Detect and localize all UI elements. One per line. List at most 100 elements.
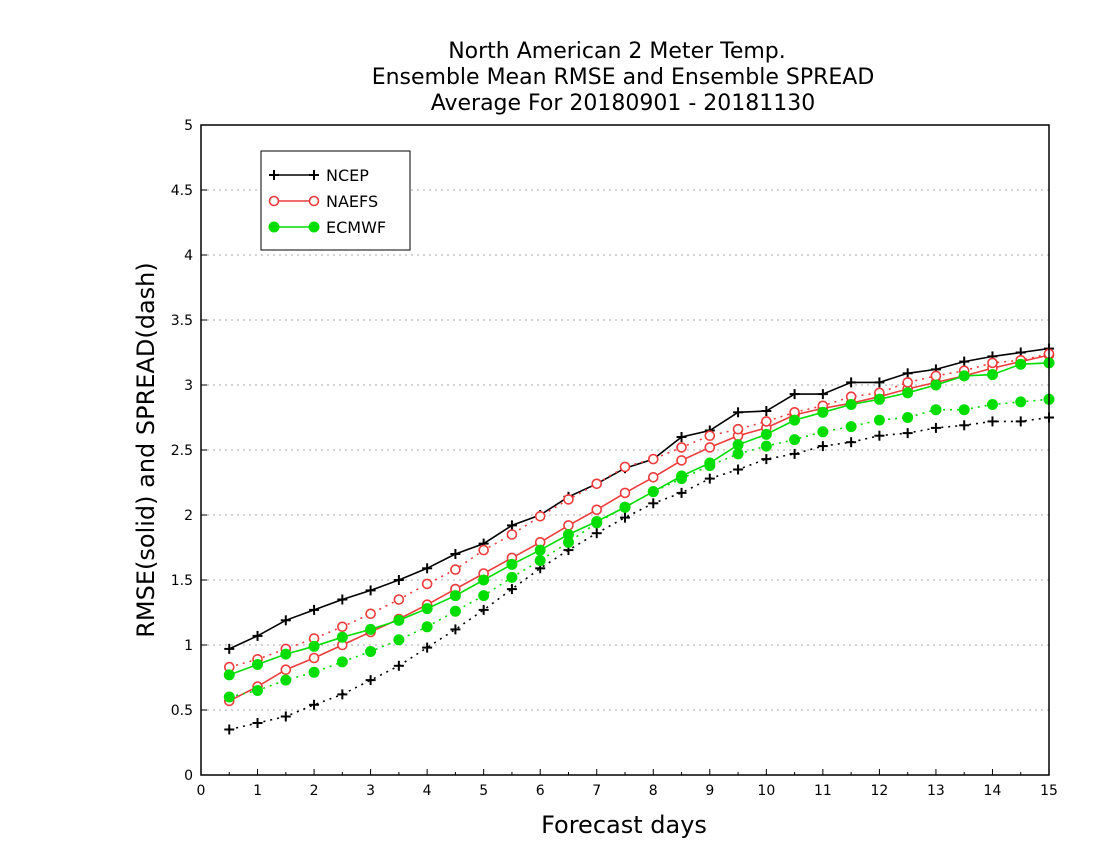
point-ecmwf-rmse-1 <box>252 659 264 670</box>
y-tick-label-1: 0.5 <box>171 703 193 719</box>
point-ecmwf-rmse-2 <box>280 648 292 660</box>
point-naefs-rmse-3 <box>308 652 320 664</box>
point-ecmwf-rmse-26 <box>958 370 970 382</box>
point-ecmwf-spread-3 <box>308 666 320 678</box>
point-naefs-rmse-13 <box>591 504 603 516</box>
point-naefs-spread-10 <box>506 529 518 540</box>
x-tick-label-9: 9 <box>705 783 714 799</box>
point-ecmwf-rmse-10 <box>506 558 518 570</box>
point-ecmwf-rmse-25 <box>930 379 942 391</box>
plot-frame <box>200 124 1050 776</box>
point-ncep-rmse-19 <box>761 406 772 416</box>
x-tick-label-0: 0 <box>197 783 206 799</box>
point-ncep-rmse-6 <box>393 575 404 585</box>
point-ecmwf-spread-0 <box>223 691 235 703</box>
x-tick-label-4: 4 <box>423 783 432 799</box>
point-ncep-spread-17 <box>704 473 715 484</box>
point-ecmwf-spread-11 <box>534 555 546 566</box>
point-naefs-spread-17 <box>704 430 716 442</box>
point-ecmwf-rmse-24 <box>902 387 914 399</box>
point-ecmwf-rmse-7 <box>421 603 433 615</box>
point-naefs-spread-27 <box>987 357 998 369</box>
point-ncep-rmse-7 <box>422 563 433 574</box>
axis-ticks: 00.511.522.533.544.550 1 2 3 4 5 6 7 8 9 10 11 12 13 1… <box>171 118 1058 799</box>
point-ncep-spread-8 <box>450 624 461 635</box>
legend-label-0: NCEP <box>326 166 369 185</box>
point-naefs-spread-12 <box>563 494 574 505</box>
y-tick-label-0: 0 <box>184 768 193 784</box>
point-ecmwf-spread-14 <box>619 501 631 513</box>
legend-item-naefs: NAEFS <box>268 192 378 211</box>
point-ncep-rmse-1 <box>252 630 263 641</box>
y-tick-label-4: 2 <box>184 508 193 524</box>
point-naefs-rmse-15 <box>647 471 659 483</box>
point-ecmwf-rmse-3 <box>308 640 320 652</box>
legend-marker-right-0 <box>309 170 319 180</box>
point-ncep-spread-28 <box>1015 416 1026 427</box>
point-ecmwf-spread-21 <box>817 426 829 438</box>
point-ecmwf-spread-1 <box>252 685 264 696</box>
point-ecmwf-spread-22 <box>845 421 857 433</box>
y-tick-label-7: 3.5 <box>171 313 193 329</box>
x-tick-label-8: 8 <box>649 783 658 799</box>
series-ncep-spread <box>224 412 1054 735</box>
title-line-2: Ensemble Mean RMSE and Ensemble SPREAD <box>372 65 875 90</box>
y-tick-label-3: 1.5 <box>171 573 193 589</box>
point-naefs-spread-14 <box>619 461 631 473</box>
point-ncep-spread-4 <box>337 689 348 700</box>
point-naefs-spread-7 <box>421 578 433 590</box>
point-ecmwf-spread-10 <box>506 571 518 583</box>
point-ncep-spread-3 <box>309 699 320 710</box>
point-ncep-rmse-16 <box>676 432 687 442</box>
point-ecmwf-spread-24 <box>902 412 914 423</box>
legend-marker-right-1 <box>308 195 320 207</box>
point-ecmwf-spread-15 <box>647 486 659 498</box>
series-ecmwf-spread <box>223 393 1055 703</box>
title-line-1: North American 2 Meter Temp. <box>448 39 786 64</box>
point-ncep-rmse-8 <box>450 549 461 559</box>
x-tick-label-3: 3 <box>366 783 375 799</box>
y-axis-label: RMSE(solid) and SPREAD(dash) <box>132 262 160 638</box>
point-ncep-spread-15 <box>648 498 659 509</box>
point-ncep-spread-21 <box>817 441 828 452</box>
point-ecmwf-rmse-0 <box>223 669 235 681</box>
legend-item-ncep: NCEP <box>269 166 369 185</box>
point-ecmwf-rmse-4 <box>336 631 348 643</box>
legend-marker-left-0 <box>269 170 279 180</box>
x-tick-label-15: 15 <box>1040 783 1058 799</box>
x-tick-label-11: 11 <box>814 783 832 799</box>
point-ncep-spread-22 <box>846 437 857 448</box>
point-ecmwf-spread-4 <box>336 656 348 668</box>
point-naefs-rmse-16 <box>676 455 687 466</box>
point-naefs-rmse-12 <box>563 520 574 531</box>
legend: NCEP NAEFS ECMWF <box>260 150 411 251</box>
point-ecmwf-spread-20 <box>789 434 801 446</box>
x-tick-label-13: 13 <box>927 783 945 799</box>
point-ncep-spread-25 <box>930 422 941 433</box>
point-naefs-rmse-17 <box>704 442 716 453</box>
point-ncep-rmse-23 <box>874 377 885 388</box>
point-ncep-rmse-26 <box>959 356 970 367</box>
point-naefs-spread-4 <box>337 621 348 633</box>
point-ncep-spread-6 <box>393 660 404 671</box>
legend-label-1: NAEFS <box>326 192 378 211</box>
y-tick-label-9: 4.5 <box>171 183 193 199</box>
point-ncep-spread-0 <box>224 724 235 735</box>
point-ncep-rmse-20 <box>789 389 800 400</box>
point-ecmwf-rmse-19 <box>760 428 772 440</box>
point-ecmwf-rmse-8 <box>449 590 461 602</box>
point-ncep-rmse-21 <box>817 389 828 400</box>
title-line-3: Average For 20180901 - 20181130 <box>431 91 816 116</box>
point-ncep-spread-13 <box>591 528 602 539</box>
point-ncep-spread-20 <box>789 448 800 459</box>
point-ncep-spread-14 <box>620 512 630 523</box>
x-axis-label: Forecast days <box>541 811 707 839</box>
point-ecmwf-spread-5 <box>365 646 377 657</box>
y-tick-label-5: 2.5 <box>171 443 193 459</box>
x-tick-label-2: 2 <box>310 783 319 799</box>
point-ncep-spread-27 <box>987 416 998 427</box>
point-ncep-rmse-0 <box>224 643 235 654</box>
point-ncep-spread-16 <box>676 487 687 498</box>
point-naefs-spread-15 <box>647 453 659 465</box>
